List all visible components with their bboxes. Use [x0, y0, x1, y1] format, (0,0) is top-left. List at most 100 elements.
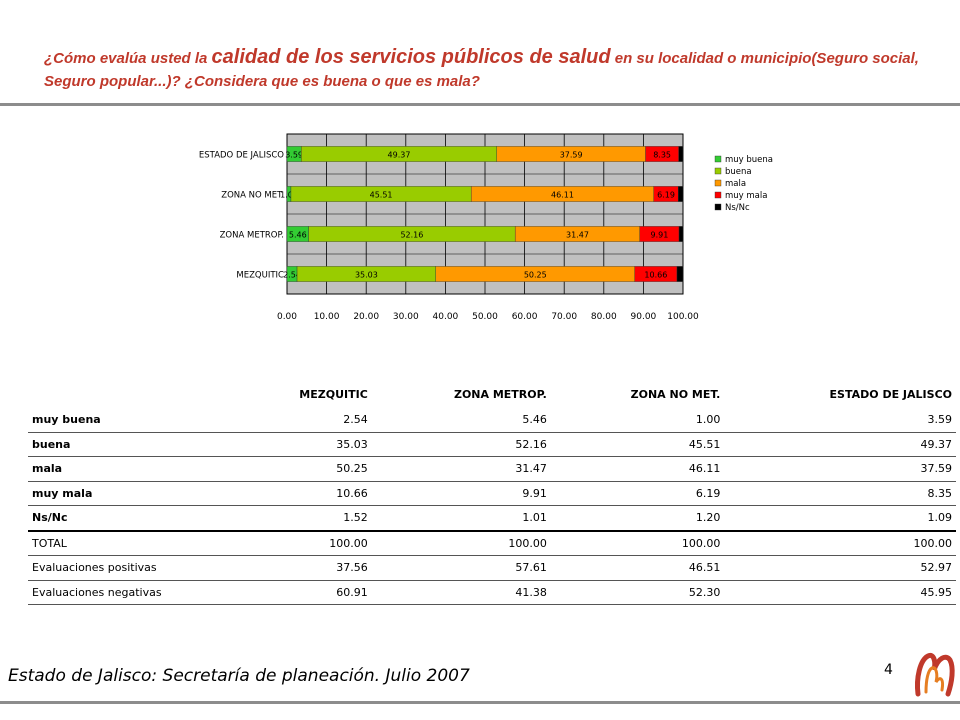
data-label: 3.59	[285, 151, 303, 160]
bar-segment	[678, 146, 684, 162]
table-cell: 1.09	[724, 505, 956, 532]
table-row: Evaluaciones negativas 60.91 41.38 52.30…	[28, 580, 956, 605]
data-label: 8.35	[653, 151, 671, 160]
data-label: 37.59	[560, 151, 583, 160]
legend-label: muy buena	[725, 155, 773, 165]
table-cell: 50.25	[236, 456, 372, 482]
source-caption: Estado de Jalisco: Secretaría de planeac…	[8, 666, 470, 686]
header-cell: MEZQUITIC	[299, 387, 368, 401]
table-row: mala 50.25 31.47 46.11 37.59	[28, 456, 956, 482]
data-label: 6.19	[657, 191, 675, 200]
title-part-2: calidad de los servicios públicos de sal…	[211, 46, 611, 68]
bar-segment	[678, 226, 684, 242]
row-label: buena	[28, 432, 236, 457]
table-cell: 6.19	[550, 481, 725, 506]
x-tick-label: 0.00	[277, 312, 297, 322]
table-header-row: MEZQUITIC ZONA METROP. ZONA NO MET. ESTA…	[28, 380, 956, 408]
table-cell: 1.52	[236, 505, 372, 532]
legend-swatch	[714, 203, 722, 211]
data-label: 2.54	[283, 271, 301, 280]
category-label: ZONA NO MET.	[221, 191, 284, 201]
row-label: mala	[28, 456, 236, 482]
category-label: ESTADO DE JALISCO	[199, 151, 284, 161]
table-cell: 1.01	[371, 505, 551, 532]
page-number: 4	[884, 662, 893, 678]
x-tick-label: 40.00	[433, 312, 459, 322]
table-cell: 1.00	[550, 408, 725, 433]
row-label: Evaluaciones positivas	[28, 555, 236, 581]
x-tick-label: 80.00	[591, 312, 617, 322]
data-label: 1.00	[280, 191, 298, 200]
table-row: muy mala 10.66 9.91 6.19 8.35	[28, 481, 956, 506]
table-row: muy buena 2.54 5.46 1.00 3.59	[28, 408, 956, 433]
legend-label: Ns/Nc	[725, 203, 750, 213]
data-table: MEZQUITIC ZONA METROP. ZONA NO MET. ESTA…	[28, 380, 956, 605]
legend-swatch	[714, 155, 722, 163]
x-tick-label: 30.00	[393, 312, 419, 322]
table-row: buena 35.03 52.16 45.51 49.37	[28, 432, 956, 457]
row-label: muy buena	[28, 408, 236, 433]
table-cell: 57.61	[371, 555, 551, 581]
table-row: Evaluaciones positivas 37.56 57.61 46.51…	[28, 555, 956, 581]
table-cell: 100.00	[724, 530, 956, 556]
legend-swatch	[714, 179, 722, 187]
title-part-1: ¿Cómo evalúa usted la	[44, 50, 212, 67]
table-cell: 60.91	[236, 580, 372, 605]
legend-swatch	[714, 167, 722, 175]
table-cell: 100.00	[236, 530, 372, 556]
table-cell: 10.66	[236, 481, 372, 506]
data-label: 52.16	[400, 231, 423, 240]
table-cell: 100.00	[550, 530, 725, 556]
x-tick-label: 20.00	[353, 312, 379, 322]
table-cell: 41.38	[371, 580, 551, 605]
x-tick-label: 60.00	[512, 312, 538, 322]
slide-title: ¿Cómo evalúa usted la calidad de los ser…	[44, 46, 924, 93]
table-cell: 9.91	[371, 481, 551, 506]
table-cell: 37.56	[236, 555, 372, 581]
table-cell: 1.20	[550, 505, 725, 532]
table-cell: 46.11	[550, 456, 725, 482]
table-row: TOTAL 100.00 100.00 100.00 100.00	[28, 530, 956, 556]
table-cell: 37.59	[724, 456, 956, 482]
table-cell: 100.00	[371, 530, 551, 556]
data-label: 49.37	[388, 151, 411, 160]
table-cell: 52.16	[371, 432, 551, 457]
header-cell: ZONA NO MET.	[630, 387, 721, 401]
category-label: ZONA METROP.	[220, 231, 284, 241]
table-cell: 49.37	[724, 432, 956, 457]
plot-border	[286, 133, 684, 295]
data-label: 50.25	[524, 271, 547, 280]
table-cell: 3.59	[724, 408, 956, 433]
bar-segment	[678, 186, 684, 202]
data-label: 9.91	[651, 231, 669, 240]
x-tick-label: 50.00	[472, 312, 498, 322]
bottom-divider	[0, 701, 960, 704]
data-label: 35.03	[355, 271, 378, 280]
top-divider	[0, 103, 960, 106]
x-tick-label: 70.00	[551, 312, 577, 322]
legend-swatch	[714, 191, 722, 199]
logo-icon	[915, 652, 955, 697]
category-label: MEZQUITIC	[236, 271, 284, 281]
table-row: Ns/Nc 1.52 1.01 1.20 1.09	[28, 505, 956, 532]
x-tick-label: 90.00	[631, 312, 657, 322]
x-tick-label: 100.00	[667, 312, 699, 322]
table-cell: 45.95	[724, 580, 956, 605]
table-cell: 2.54	[236, 408, 372, 433]
table-cell: 8.35	[724, 481, 956, 506]
header-cell: ZONA METROP.	[453, 387, 547, 401]
table-cell: 5.46	[371, 408, 551, 433]
data-label: 46.11	[551, 191, 574, 200]
legend-label: buena	[725, 167, 752, 177]
data-label: 45.51	[370, 191, 393, 200]
legend-label: mala	[725, 179, 746, 189]
row-label: TOTAL	[28, 530, 236, 556]
row-label: muy mala	[28, 481, 236, 506]
bar-segment	[676, 266, 684, 282]
table-cell: 45.51	[550, 432, 725, 457]
table-cell: 52.97	[724, 555, 956, 581]
table-cell: 46.51	[550, 555, 725, 581]
title-part-3: en su localidad o municipio(Seguro socia…	[44, 50, 919, 90]
header-cell: ESTADO DE JALISCO	[829, 387, 952, 401]
data-label: 5.46	[289, 231, 307, 240]
